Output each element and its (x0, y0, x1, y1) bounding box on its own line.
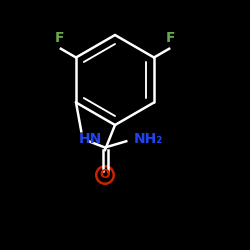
Text: O: O (100, 168, 110, 181)
Text: HN: HN (79, 132, 102, 146)
Text: F: F (55, 31, 64, 45)
Text: F: F (166, 31, 175, 45)
Text: NH₂: NH₂ (134, 132, 163, 146)
